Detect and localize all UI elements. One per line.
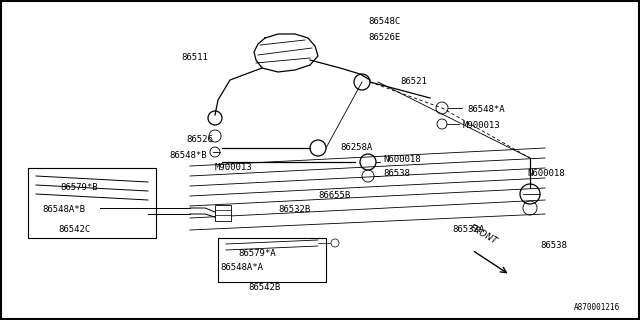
Text: 86548*A: 86548*A [467,106,504,115]
Text: 86538: 86538 [383,170,410,179]
Text: M900013: M900013 [463,122,500,131]
Text: 86548C: 86548C [368,18,400,27]
Text: 86526: 86526 [186,135,213,145]
Text: 86532A: 86532A [452,226,484,235]
Text: FRONT: FRONT [468,223,499,246]
Text: A870001216: A870001216 [573,303,620,313]
Bar [218,238,326,282]
Text: 86258A: 86258A [340,143,372,153]
Text: 86579*B: 86579*B [60,183,98,193]
Text: 86548A*B: 86548A*B [42,205,85,214]
Text: 86511: 86511 [181,53,208,62]
Text: 86521: 86521 [400,77,427,86]
Text: 86542B: 86542B [248,283,280,292]
Text: N600018: N600018 [383,156,420,164]
Text: 86532B: 86532B [278,205,310,214]
Bar [28,168,156,238]
Text: 86526E: 86526E [368,34,400,43]
Text: M900013: M900013 [215,164,253,172]
Text: 86548*B: 86548*B [170,150,207,159]
Text: 86538: 86538 [540,242,567,251]
Bar [215,205,231,221]
Text: 86579*A: 86579*A [238,249,276,258]
Text: 86548A*A: 86548A*A [220,262,263,271]
Text: 86542C: 86542C [58,226,90,235]
Text: 86655B: 86655B [318,191,350,201]
Text: N600018: N600018 [527,170,564,179]
